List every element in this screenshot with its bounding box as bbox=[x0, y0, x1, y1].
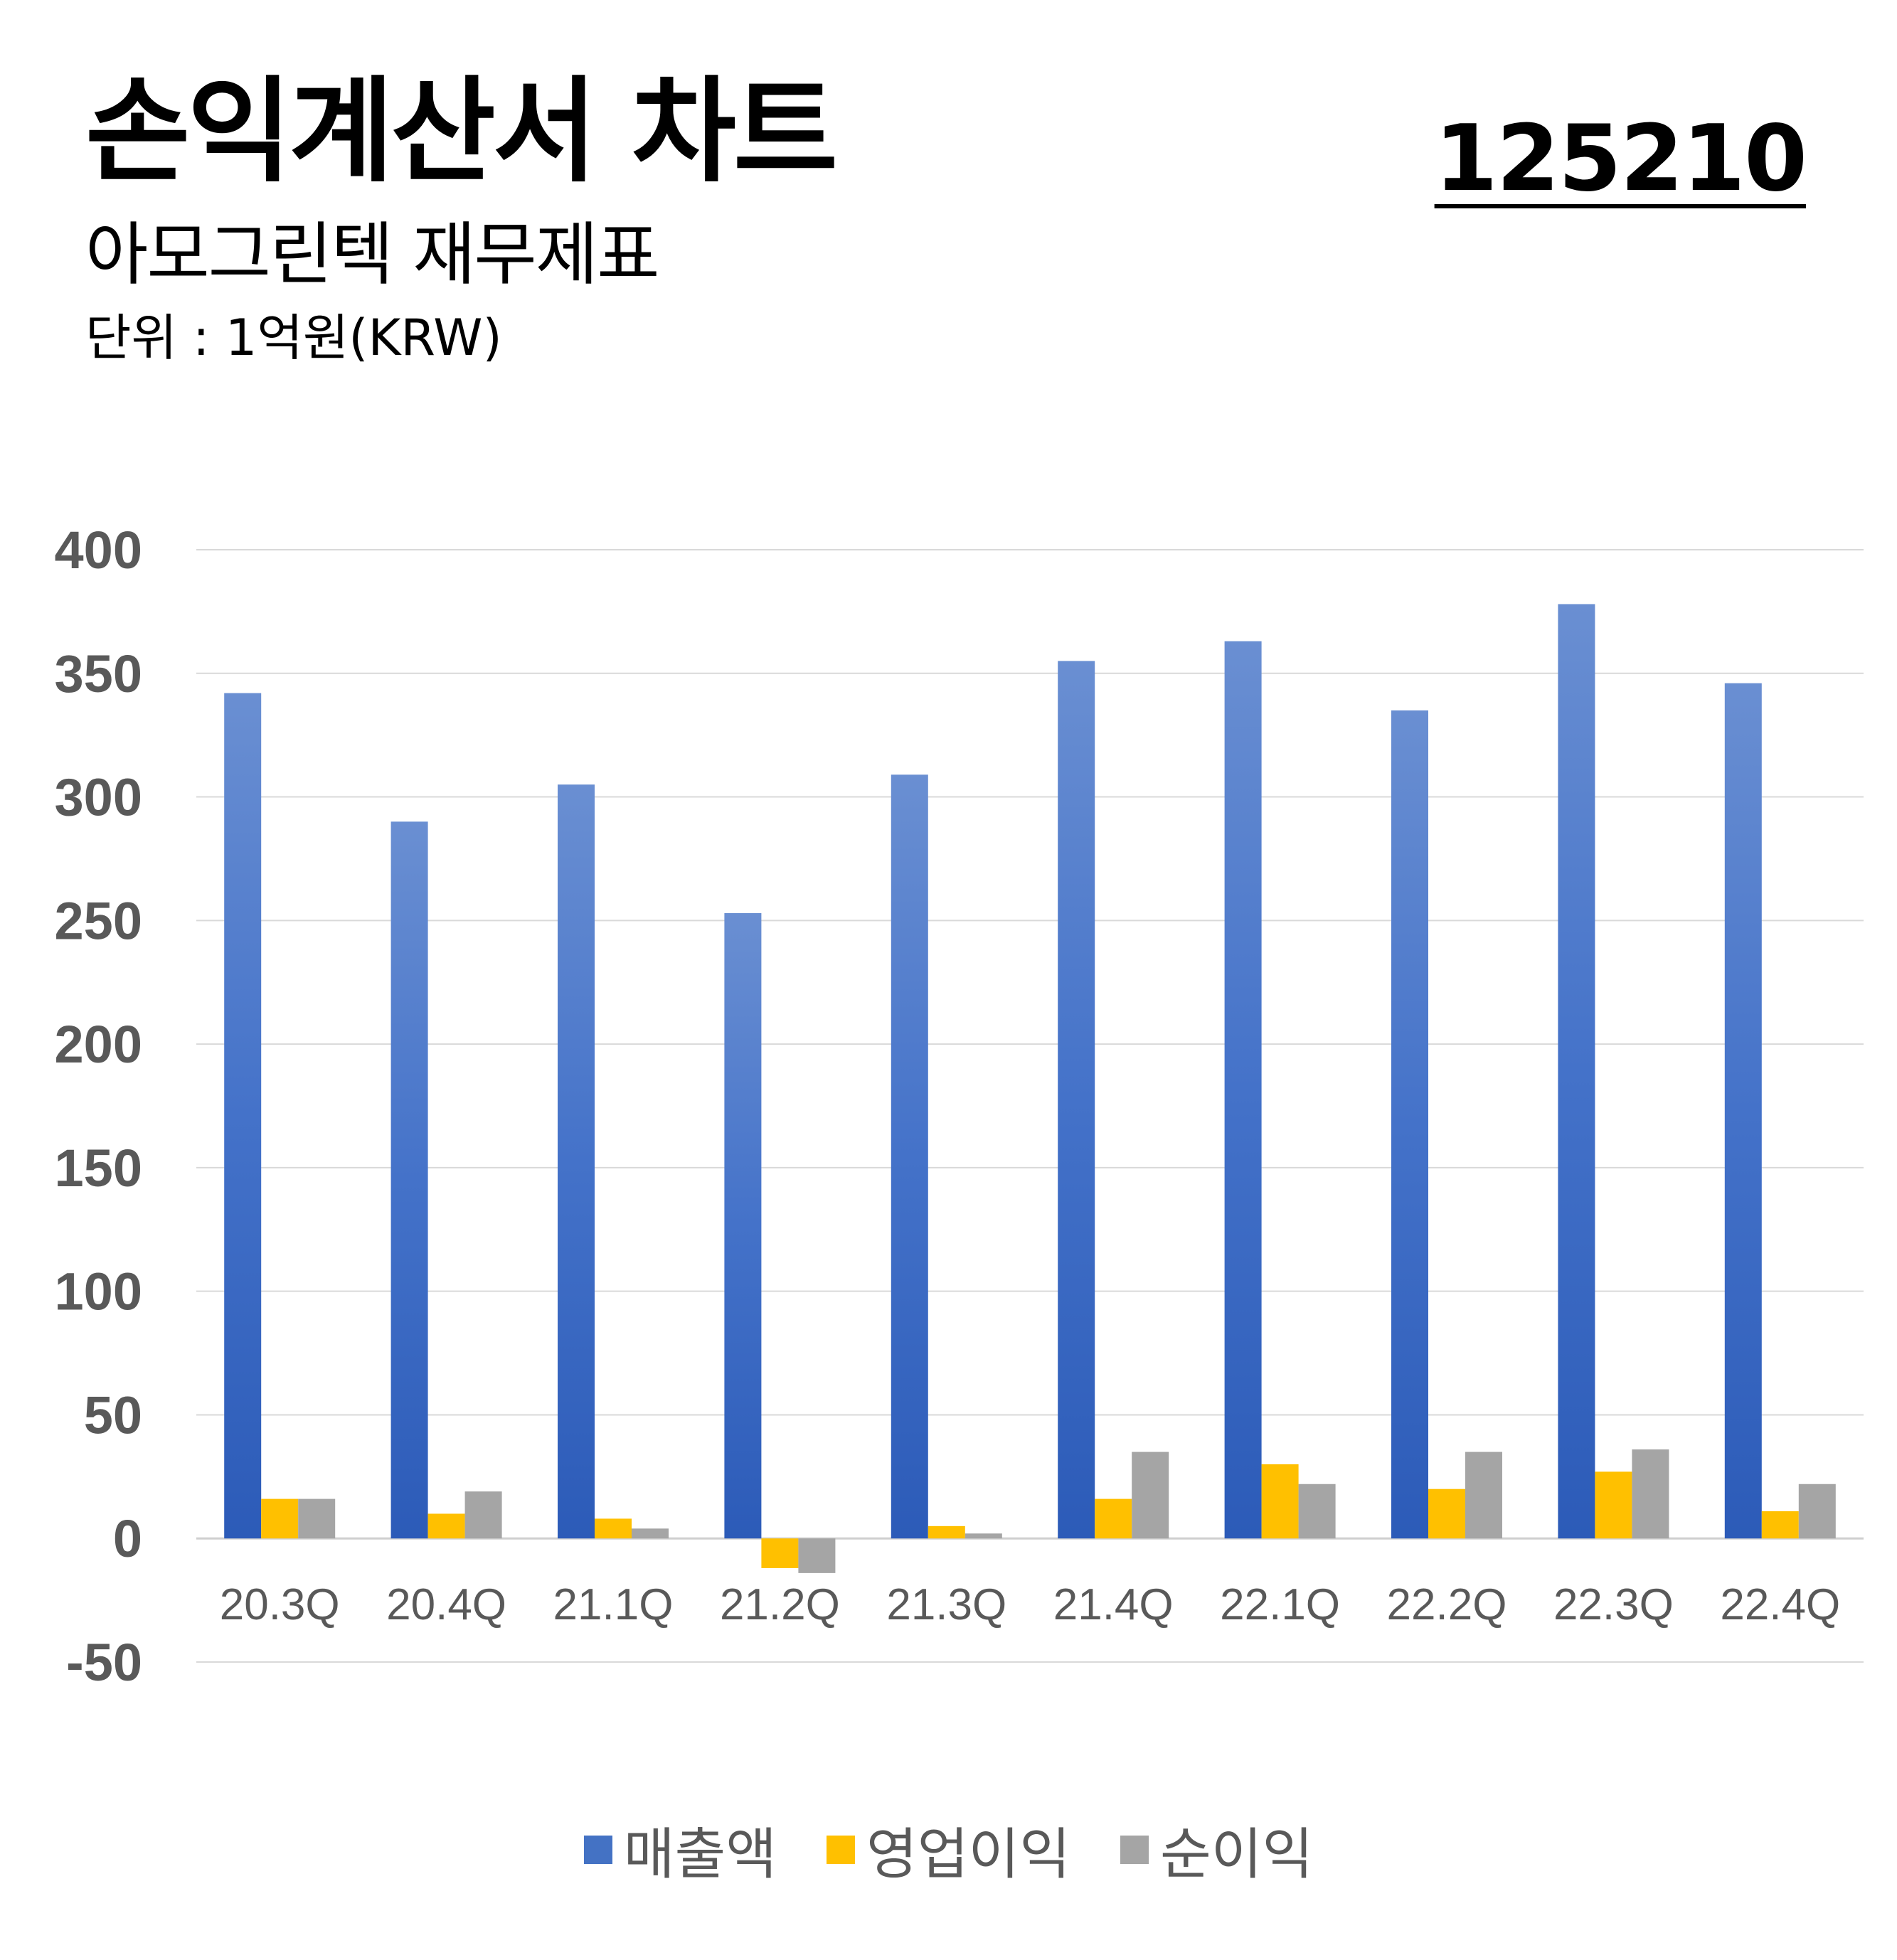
bar-operating bbox=[1595, 1471, 1632, 1539]
x-tick-label: 21.3Q bbox=[886, 1580, 1006, 1629]
y-tick-label: 200 bbox=[55, 1015, 142, 1074]
x-tick-label: 21.4Q bbox=[1053, 1580, 1174, 1629]
y-tick-label: 300 bbox=[55, 768, 142, 827]
bar-revenue bbox=[224, 693, 262, 1539]
x-axis: 20.3Q 20.4Q 21.1Q 21.2Q 21.3Q 21.4Q 22.1Q 22.2Q… bbox=[220, 1580, 1841, 1629]
legend-label-net: 순이익 bbox=[1160, 1823, 1314, 1887]
bar-revenue bbox=[1058, 661, 1095, 1539]
bar-net bbox=[632, 1528, 669, 1539]
bar-revenue bbox=[1391, 710, 1428, 1539]
legend-item-revenue: 매출액 bbox=[583, 1810, 777, 1890]
bar-net bbox=[798, 1538, 836, 1573]
legend-label-revenue: 매출액 bbox=[623, 1823, 777, 1887]
bar-net bbox=[1632, 1449, 1669, 1539]
bar-operating bbox=[928, 1525, 965, 1539]
y-axis: 400 350 300 250 200 150 100 50 0 -50 bbox=[55, 521, 142, 1692]
x-tick-label: 22.1Q bbox=[1220, 1580, 1340, 1629]
legend-label-operating: 영업이익 bbox=[866, 1823, 1071, 1887]
y-tick-label: 400 bbox=[55, 521, 142, 580]
bar-operating bbox=[1761, 1511, 1799, 1539]
legend: 매출액 영업이익 순이익 bbox=[0, 1810, 1897, 1890]
bars bbox=[224, 604, 1836, 1573]
x-tick-label: 21.1Q bbox=[553, 1580, 674, 1629]
unit-label: 단위 : 1억원(KRW) bbox=[85, 309, 502, 367]
y-tick-label: 350 bbox=[55, 644, 142, 703]
legend-swatch-revenue bbox=[583, 1836, 612, 1864]
x-tick-label: 20.4Q bbox=[386, 1580, 506, 1629]
bar-net bbox=[464, 1491, 502, 1539]
y-tick-label: 150 bbox=[55, 1139, 142, 1198]
bar-operating bbox=[595, 1518, 632, 1539]
bar-operating bbox=[1261, 1464, 1299, 1539]
x-tick-label: 22.3Q bbox=[1553, 1580, 1674, 1629]
bar-operating bbox=[427, 1513, 465, 1539]
bar-net bbox=[1465, 1452, 1502, 1539]
chart-title: 손익계산서 차트 bbox=[85, 65, 838, 198]
bar-revenue bbox=[1558, 604, 1595, 1539]
y-tick-label: -50 bbox=[66, 1633, 142, 1692]
bar-revenue bbox=[390, 821, 428, 1539]
bar-operating bbox=[261, 1498, 299, 1539]
bar-revenue bbox=[558, 784, 595, 1539]
bar-revenue bbox=[724, 912, 762, 1539]
y-tick-label: 250 bbox=[55, 891, 142, 950]
bar-net bbox=[1798, 1484, 1836, 1539]
bar-revenue bbox=[1724, 683, 1762, 1539]
stock-code: 125210 bbox=[1434, 106, 1807, 212]
y-tick-label: 0 bbox=[113, 1509, 142, 1568]
x-tick-label: 21.2Q bbox=[720, 1580, 840, 1629]
x-tick-label: 22.2Q bbox=[1387, 1580, 1507, 1629]
bar-net bbox=[298, 1498, 336, 1539]
y-tick-label: 50 bbox=[84, 1385, 142, 1444]
bar-operating bbox=[1095, 1498, 1132, 1539]
y-tick-label: 100 bbox=[55, 1262, 142, 1321]
bar-net bbox=[1298, 1484, 1336, 1539]
x-tick-label: 22.4Q bbox=[1720, 1580, 1840, 1629]
legend-item-operating: 영업이익 bbox=[826, 1810, 1071, 1890]
bar-revenue bbox=[1224, 641, 1262, 1539]
bar-net bbox=[965, 1533, 1002, 1539]
legend-swatch-net bbox=[1120, 1836, 1149, 1864]
bar-net bbox=[1132, 1452, 1169, 1539]
bar-revenue bbox=[891, 774, 928, 1539]
chart-subtitle: 아모그린텍 재무제표 bbox=[85, 215, 659, 294]
x-tick-label: 20.3Q bbox=[220, 1580, 340, 1629]
legend-item-net: 순이익 bbox=[1120, 1810, 1313, 1890]
legend-swatch-operating bbox=[826, 1836, 855, 1864]
bar-operating bbox=[1428, 1488, 1465, 1539]
bar-operating bbox=[761, 1538, 799, 1568]
